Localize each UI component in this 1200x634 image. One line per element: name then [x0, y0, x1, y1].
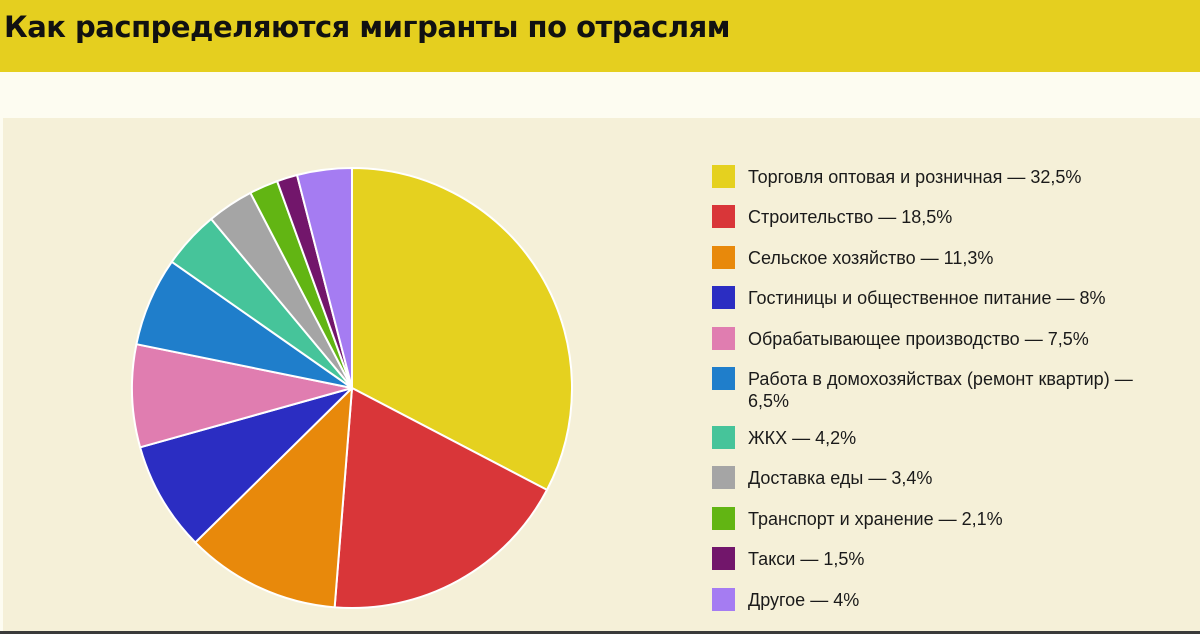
- legend-item: ЖКХ — 4,2%: [712, 426, 1168, 449]
- legend-item: Торговля оптовая и розничная — 32,5%: [712, 165, 1168, 188]
- legend-label: Другое — 4%: [748, 590, 860, 610]
- legend-item: Работа в домохозяйствах (ремонт квартир)…: [712, 367, 1168, 412]
- pie-slice-3: [194, 387, 353, 609]
- legend-item: Обрабатывающее производство — 7,5%: [712, 327, 1168, 350]
- legend-swatch: [712, 426, 735, 449]
- legend-label: Транспорт и хранение — 2,1%: [748, 509, 1003, 529]
- legend-label: Сельское хозяйство — 11,3%: [748, 248, 994, 268]
- legend-swatch: [712, 588, 735, 611]
- header-bar: Как распределяются мигранты по отраслям: [0, 0, 1200, 72]
- legend-swatch: [712, 327, 735, 350]
- legend-label: Строительство — 18,5%: [748, 207, 953, 227]
- legend-swatch: [712, 466, 735, 489]
- legend-label: Доставка еды — 3,4%: [748, 468, 933, 488]
- pie-slice-1: [351, 167, 573, 491]
- legend-label: ЖКХ — 4,2%: [748, 428, 857, 448]
- legend-item: Транспорт и хранение — 2,1%: [712, 507, 1168, 530]
- page-title: Как распределяются мигранты по отраслям: [4, 10, 730, 44]
- legend-item: Гостиницы и общественное питание — 8%: [712, 286, 1168, 309]
- legend-swatch: [712, 507, 735, 530]
- legend-label: Такси — 1,5%: [748, 549, 865, 569]
- legend-item: Такси — 1,5%: [712, 547, 1168, 570]
- legend-label: Работа в домохозяйствах (ремонт квартир)…: [748, 369, 1133, 411]
- legend-label: Гостиницы и общественное питание — 8%: [748, 288, 1106, 308]
- legend-item: Сельское хозяйство — 11,3%: [712, 246, 1168, 269]
- legend-item: Доставка еды — 3,4%: [712, 466, 1168, 489]
- legend-label: Обрабатывающее производство — 7,5%: [748, 329, 1089, 349]
- legend-swatch: [712, 165, 735, 188]
- pie-slice-2: [333, 387, 548, 609]
- pie-slice-5: [131, 343, 353, 449]
- legend-swatch: [712, 286, 735, 309]
- legend-item: Строительство — 18,5%: [712, 205, 1168, 228]
- legend-item: Другое — 4%: [712, 588, 1168, 611]
- pie-slice-11: [296, 167, 353, 389]
- legend-swatch: [712, 205, 735, 228]
- legend-swatch: [712, 367, 735, 390]
- legend-swatch: [712, 547, 735, 570]
- bottom-divider: [0, 631, 1200, 634]
- pie-slice-4: [139, 387, 353, 544]
- legend-swatch: [712, 246, 735, 269]
- legend-label: Торговля оптовая и розничная — 32,5%: [748, 167, 1082, 187]
